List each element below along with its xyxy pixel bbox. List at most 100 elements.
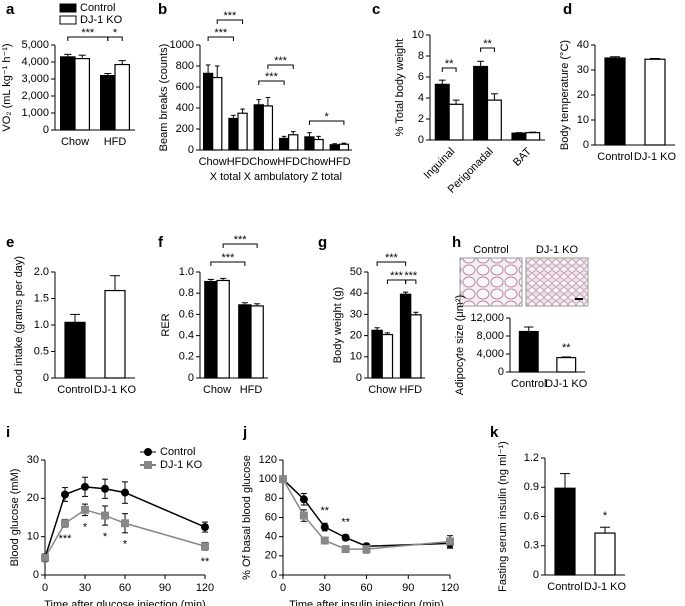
histology-image-control xyxy=(459,257,523,307)
x-tick-label: 30 xyxy=(319,582,331,594)
y-tick-label: 2.0 xyxy=(34,266,49,278)
sig-bracket xyxy=(267,64,294,69)
y-axis-label: VO₂ (mL kg⁻¹ h⁻¹) xyxy=(1,43,13,131)
sig-annotation: ** xyxy=(320,505,329,517)
x-tick-label: HFD xyxy=(328,156,351,168)
panel-label: e xyxy=(6,234,14,251)
sig-annotation: *** xyxy=(214,27,228,39)
legend-label: Control xyxy=(80,2,115,14)
bar xyxy=(99,74,116,131)
bar xyxy=(74,57,90,131)
bar xyxy=(238,304,252,379)
marker xyxy=(121,519,129,528)
sig-annotation: *** xyxy=(265,71,279,83)
panel-label: j xyxy=(242,424,247,441)
y-tick-label: 200 xyxy=(176,123,194,135)
legend-label: Control xyxy=(160,446,195,458)
y-tick-label: 0 xyxy=(533,569,539,581)
x-tick-label: Control xyxy=(57,384,92,396)
series-line xyxy=(282,478,451,550)
panel-label: d xyxy=(563,1,572,18)
y-axis-label: % Of basal blood glucose xyxy=(241,455,253,580)
x-tick-label: HFD xyxy=(240,384,263,396)
y-tick-label: 0.3 xyxy=(524,540,539,552)
sig-annotation: * xyxy=(103,531,108,543)
legend-swatch xyxy=(59,3,77,13)
sig-annotation: *** xyxy=(404,270,418,282)
sig-annotation: ** xyxy=(445,58,454,70)
y-tick-label: 20 xyxy=(350,330,362,342)
y-tick-label: 0.8 xyxy=(179,287,194,299)
y-tick-label: 20 xyxy=(27,492,39,504)
marker xyxy=(201,542,209,551)
y-tick-label: 10 xyxy=(577,114,589,126)
sig-annotation: *** xyxy=(234,234,248,246)
panel-label: g xyxy=(318,234,327,251)
marker xyxy=(201,523,209,532)
y-tick-label: 40 xyxy=(577,39,589,51)
y-tick-label: 20 xyxy=(265,550,277,562)
marker xyxy=(299,495,308,504)
y-axis-label: Beam breaks (counts) xyxy=(158,44,170,152)
bar xyxy=(399,293,412,379)
bar xyxy=(338,143,350,151)
marker xyxy=(446,537,454,546)
x-tick-label: HFD xyxy=(277,156,300,168)
group-label: X ambulatory xyxy=(244,171,309,183)
bar xyxy=(511,132,527,141)
bar xyxy=(114,63,130,131)
y-tick-label: 1,000 xyxy=(21,107,49,119)
y-tick-label: 40 xyxy=(265,531,277,543)
y-tick-label: 60 xyxy=(265,511,277,523)
x-tick-label: DJ-1 KO xyxy=(94,384,137,396)
sig-bracket xyxy=(441,67,457,72)
y-tick-label: 600 xyxy=(176,81,194,93)
y-axis-label: Food intake (grams per day) xyxy=(13,256,25,394)
marker xyxy=(341,533,350,542)
sig-annotation: * xyxy=(325,111,330,123)
sig-annotation: *** xyxy=(221,252,235,264)
bar xyxy=(228,117,239,151)
x-tick-label: BAT xyxy=(511,145,534,168)
bar xyxy=(329,144,340,151)
y-tick-label: 0 xyxy=(188,372,194,384)
image-label: DJ-1 KO xyxy=(536,244,579,256)
bar xyxy=(518,330,539,373)
bar xyxy=(594,532,616,576)
y-tick-label: 0.6 xyxy=(179,308,194,320)
panel-label: k xyxy=(490,424,499,441)
y-tick-label: 0 xyxy=(43,372,49,384)
sig-annotation: *** xyxy=(81,27,95,39)
y-axis-label: Blood glucose (mM) xyxy=(9,469,21,567)
bar xyxy=(59,56,76,131)
bar xyxy=(250,305,264,379)
x-tick-label: Chow xyxy=(368,384,396,396)
y-tick-label: 8 xyxy=(418,50,424,62)
x-tick-label: HFD xyxy=(104,136,127,148)
x-tick-label: 0 xyxy=(42,582,48,594)
y-tick-label: 0.2 xyxy=(179,351,194,363)
legend-label: DJ-1 KO xyxy=(80,14,123,26)
x-tick-label: 60 xyxy=(119,582,131,594)
y-axis-label: Body temperature (°C) xyxy=(559,40,571,150)
sig-bracket xyxy=(258,80,285,85)
bar xyxy=(313,138,324,151)
x-tick-label: 60 xyxy=(360,582,372,594)
marker xyxy=(341,545,350,554)
marker xyxy=(320,536,329,545)
x-tick-label: DJ-1 KO xyxy=(584,581,627,593)
sig-bracket xyxy=(308,120,345,125)
marker xyxy=(320,523,329,532)
x-tick-label: DJ-1 KO xyxy=(634,151,677,163)
sig-annotation: * xyxy=(603,510,608,522)
x-tick-label: Chow xyxy=(199,156,227,168)
x-axis-label: Time after insulin injection (min) xyxy=(289,599,444,606)
y-tick-label: 0 xyxy=(418,134,424,146)
y-tick-label: 0 xyxy=(271,569,277,581)
y-tick-label: 0 xyxy=(498,366,504,378)
x-tick-label: Chow xyxy=(249,156,277,168)
y-tick-label: 0 xyxy=(188,144,194,156)
bar xyxy=(288,134,299,151)
sig-annotation: ** xyxy=(483,38,492,50)
